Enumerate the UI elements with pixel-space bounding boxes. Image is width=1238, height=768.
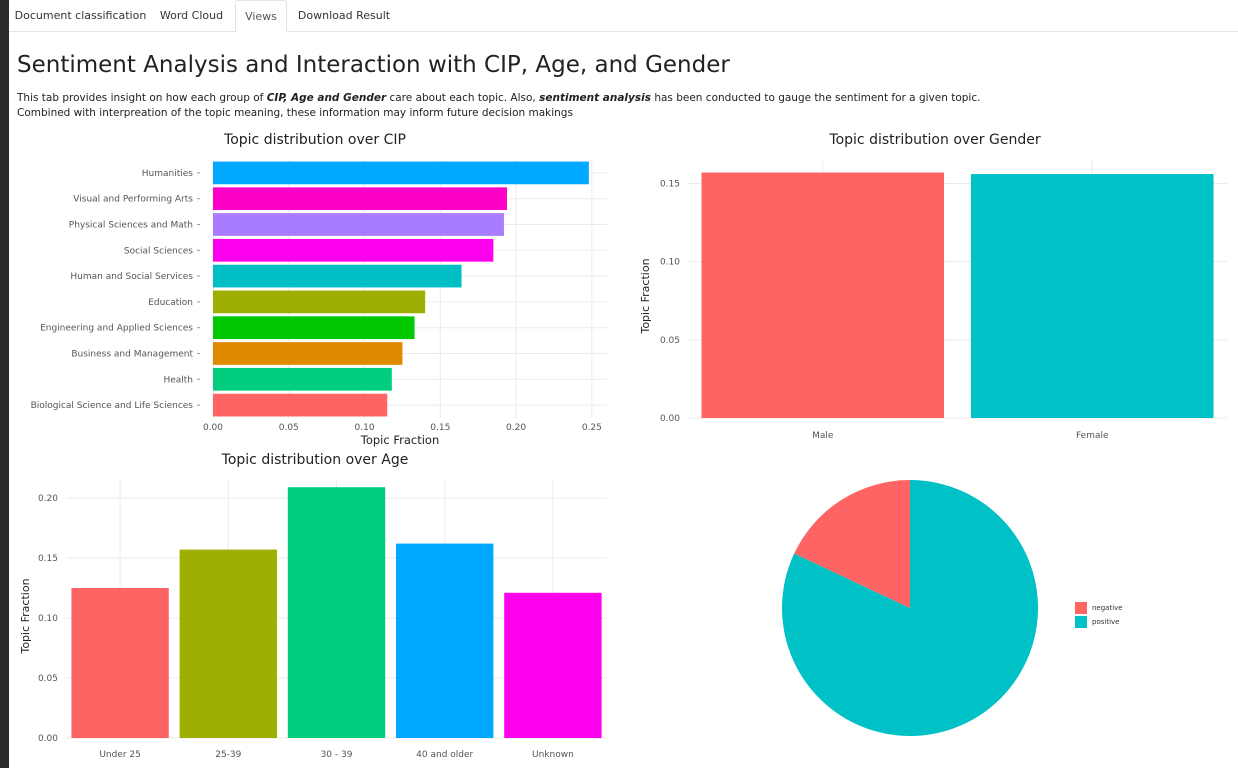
age-x-tick-label: 25-39 (215, 750, 241, 760)
intro-text: has been conducted to gauge the sentimen… (650, 92, 981, 104)
age-chart-title: Topic distribution over Age (221, 452, 409, 468)
age-y-tick-label: 0.00 (38, 734, 58, 744)
gender-y-tick-label: 0.15 (660, 179, 680, 189)
cip-y-tick-label: Human and Social Services (70, 272, 193, 282)
intro-line-1: This tab provides insight on how each gr… (17, 91, 980, 106)
gender-x-tick-label: Male (812, 431, 834, 441)
tab-views[interactable]: Views (235, 0, 287, 33)
cip-y-tick-label: Physical Sciences and Math (69, 221, 193, 231)
intro-line-2: Combined with interpreation of the topic… (17, 107, 573, 119)
cip-x-tick-label: 0.25 (582, 423, 602, 433)
cip-x-tick-label: 0.10 (355, 423, 375, 433)
cip-y-tick-label: Visual and Performing Arts (73, 195, 193, 205)
tab-document-classification[interactable]: Document classification (14, 9, 147, 22)
tab-word-cloud[interactable]: Word Cloud (159, 9, 224, 22)
age-x-tick-label: 40 and older (416, 750, 473, 760)
cip-y-tick-label: Engineering and Applied Sciences (40, 324, 193, 334)
age-bar-40-and-older (396, 543, 494, 738)
age-y-tick-label: 0.15 (38, 554, 58, 564)
gender-y-tick-label: 0.00 (660, 414, 680, 424)
cip-y-tick-label: Education (148, 298, 193, 308)
intro-emphasis-sentiment: sentiment analysis (539, 92, 651, 104)
age-bar-unknown (504, 592, 602, 738)
cip-bar-health (213, 367, 392, 391)
cip-bar-biological-science-and-life-sciences (213, 393, 388, 417)
cip-bar-business-and-management (213, 342, 403, 365)
page-intro: This tab provides insight on how each gr… (17, 91, 980, 121)
intro-text: This tab provides insight on how each gr… (17, 92, 267, 104)
age-chart: Topic distribution over Age 0.00 0.05 0.10… (19, 452, 607, 760)
tab-download-result[interactable]: Download Result (297, 9, 391, 22)
age-y-tick-label: 0.20 (38, 494, 58, 504)
cip-y-tick-label: Social Sciences (124, 246, 193, 256)
gender-chart: Topic distribution over Gender 0.00 0.05 0… (639, 132, 1227, 441)
tab-bar: Document classification Word Cloud Views… (9, 0, 1238, 33)
sentiment-pie-chart: negative positive (782, 480, 1123, 736)
cip-x-tick-label: 0.15 (430, 423, 450, 433)
gender-chart-title: Topic distribution over Gender (828, 132, 1040, 148)
cip-bar-humanities (213, 161, 589, 185)
legend-swatch-negative (1075, 602, 1087, 614)
cip-bar-social-sciences (213, 238, 494, 262)
cip-bar-physical-sciences-and-math (213, 213, 504, 236)
pie-legend: negative positive (1075, 602, 1123, 628)
gender-bar-male (701, 172, 945, 418)
cip-y-tick-label: Humanities (142, 169, 194, 179)
cip-y-tick-label: Business and Management (71, 350, 193, 360)
legend-label-negative: negative (1092, 604, 1123, 612)
cip-bar-engineering-and-applied-sciences (213, 316, 415, 340)
gender-bar-female (970, 174, 1214, 418)
cip-chart-title: Topic distribution over CIP (223, 132, 406, 148)
cip-x-axis-title: Topic Fraction (360, 433, 439, 447)
cip-bar-visual-and-performing-arts (213, 187, 507, 211)
left-edge-bar (0, 0, 9, 768)
gender-x-tick-label: Female (1076, 431, 1109, 441)
intro-emphasis-groups: CIP, Age and Gender (266, 92, 387, 104)
cip-x-tick-label: 0.05 (279, 423, 299, 433)
gender-y-axis-title: Topic Fraction (639, 258, 652, 334)
cip-y-tick-label: Biological Science and Life Sciences (31, 401, 194, 411)
age-y-tick-label: 0.05 (38, 674, 58, 684)
age-bar-30-39 (287, 487, 386, 738)
cip-y-tick-label: Health (163, 375, 193, 385)
legend-label-positive: positive (1092, 618, 1119, 626)
cip-x-tick-label: 0.20 (506, 423, 526, 433)
age-x-tick-label: Under 25 (99, 750, 141, 760)
gender-y-tick-label: 0.05 (660, 336, 680, 346)
legend-swatch-positive (1075, 616, 1087, 628)
intro-text: care about each topic. Also, (386, 92, 540, 104)
page-title: Sentiment Analysis and Interaction with … (17, 52, 730, 78)
age-x-tick-label: Unknown (532, 750, 574, 760)
age-bar-25-39 (179, 549, 277, 738)
cip-bar-human-and-social-services (213, 264, 462, 288)
age-y-axis-title: Topic Fraction (19, 578, 32, 654)
pie-slice-negative (794, 480, 910, 608)
cip-chart: Topic distribution over CIP 0.00 0.05 0.10… (31, 132, 607, 447)
cip-x-tick-label: 0.00 (203, 423, 223, 433)
age-y-tick-label: 0.10 (38, 614, 58, 624)
age-bar-under-25 (71, 588, 169, 738)
cip-bar-education (213, 290, 426, 314)
gender-y-tick-label: 0.10 (660, 258, 680, 268)
age-x-tick-label: 30 - 39 (321, 750, 353, 760)
